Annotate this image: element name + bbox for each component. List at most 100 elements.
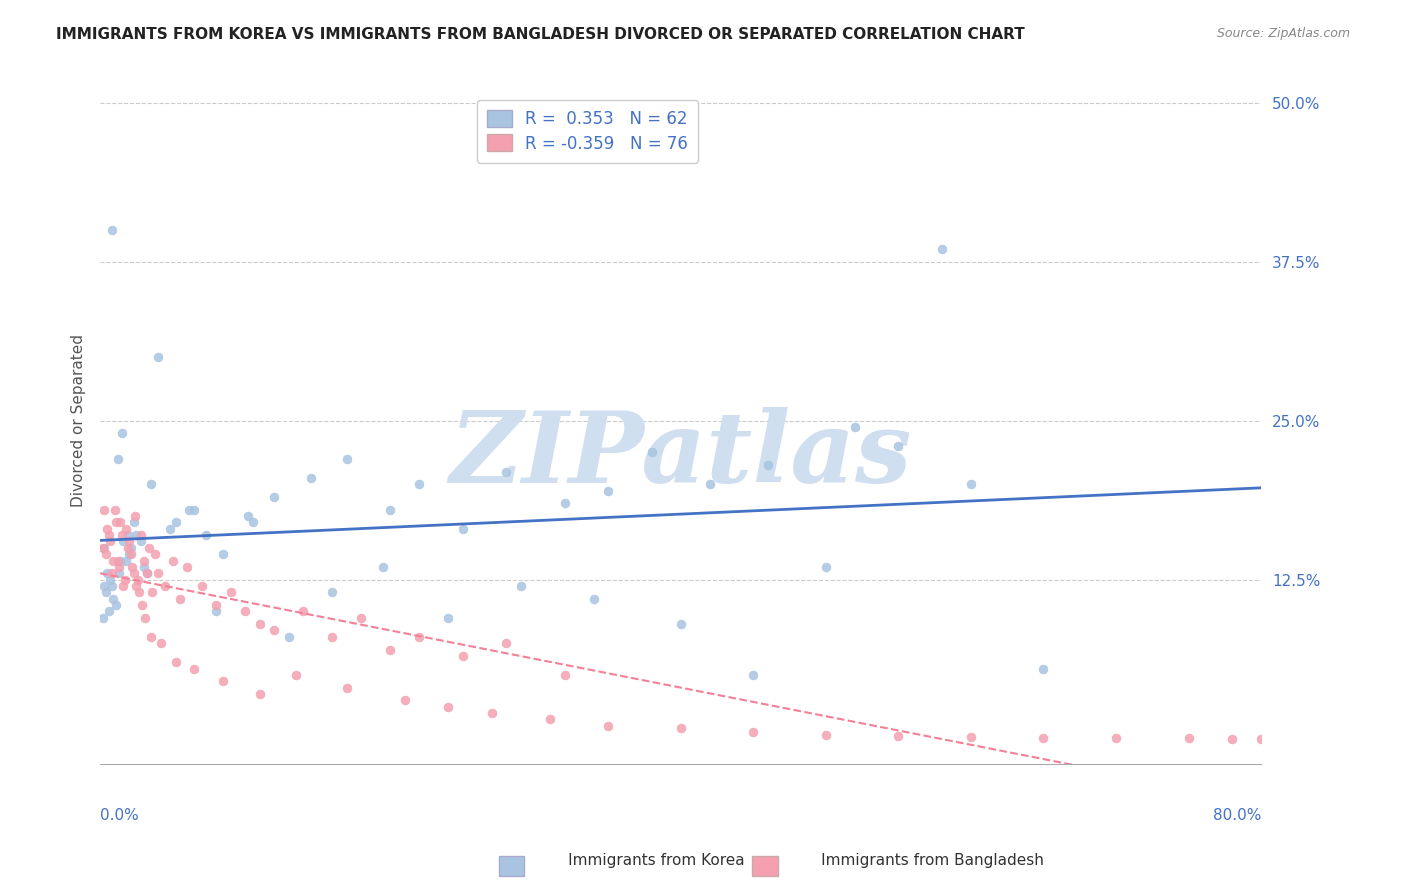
Point bbox=[299, 471, 322, 485]
Point bbox=[321, 630, 343, 644]
Point bbox=[118, 534, 141, 549]
Point bbox=[125, 528, 148, 542]
Point bbox=[93, 541, 115, 555]
Point bbox=[127, 573, 149, 587]
Point bbox=[134, 611, 156, 625]
Point bbox=[103, 553, 125, 567]
Point bbox=[148, 566, 170, 581]
Point bbox=[263, 490, 285, 504]
Point bbox=[451, 648, 474, 663]
Point bbox=[177, 502, 200, 516]
Point bbox=[139, 630, 162, 644]
Point bbox=[94, 585, 117, 599]
Point bbox=[554, 496, 576, 510]
Point bbox=[125, 579, 148, 593]
Point bbox=[132, 553, 155, 567]
Text: Immigrants from Bangladesh: Immigrants from Bangladesh bbox=[787, 854, 1045, 868]
Point bbox=[1220, 731, 1243, 746]
Point bbox=[97, 604, 120, 618]
Point bbox=[277, 630, 299, 644]
Point bbox=[93, 579, 115, 593]
Point bbox=[495, 636, 517, 650]
Point bbox=[129, 534, 152, 549]
Point bbox=[108, 566, 131, 581]
Point bbox=[124, 509, 146, 524]
Point bbox=[128, 585, 150, 599]
Point bbox=[96, 566, 118, 581]
Point bbox=[437, 699, 460, 714]
Point bbox=[159, 522, 181, 536]
Point bbox=[756, 458, 779, 473]
Point bbox=[100, 579, 122, 593]
Point bbox=[169, 591, 191, 606]
Point bbox=[104, 502, 127, 516]
Point bbox=[120, 541, 142, 555]
Text: IMMIGRANTS FROM KOREA VS IMMIGRANTS FROM BANGLADESH DIVORCED OR SEPARATED CORREL: IMMIGRANTS FROM KOREA VS IMMIGRANTS FROM… bbox=[56, 27, 1025, 42]
Point bbox=[640, 445, 662, 459]
Point bbox=[150, 636, 173, 650]
Point bbox=[887, 729, 910, 743]
Point bbox=[121, 560, 143, 574]
Point bbox=[107, 553, 129, 567]
Point bbox=[129, 528, 152, 542]
Point bbox=[138, 541, 160, 555]
Point bbox=[212, 547, 235, 561]
Point bbox=[380, 502, 402, 516]
Point bbox=[112, 534, 135, 549]
Point bbox=[135, 566, 157, 581]
Point bbox=[93, 502, 115, 516]
Point bbox=[242, 516, 264, 530]
Point bbox=[1032, 662, 1054, 676]
Text: ZIPatlas: ZIPatlas bbox=[450, 407, 912, 503]
Point bbox=[117, 528, 139, 542]
Point bbox=[437, 611, 460, 625]
Text: 0.0%: 0.0% bbox=[100, 808, 139, 823]
Point bbox=[336, 451, 359, 466]
Point bbox=[139, 477, 162, 491]
Point bbox=[1250, 731, 1272, 746]
Point bbox=[111, 528, 134, 542]
Point bbox=[112, 579, 135, 593]
Point bbox=[582, 591, 605, 606]
Point bbox=[481, 706, 503, 720]
Point bbox=[94, 547, 117, 561]
Point bbox=[336, 681, 359, 695]
Point bbox=[669, 722, 692, 736]
Point bbox=[814, 560, 837, 574]
Point bbox=[887, 439, 910, 453]
Point bbox=[596, 483, 619, 498]
Point bbox=[742, 668, 765, 682]
Point bbox=[510, 579, 533, 593]
Point bbox=[148, 350, 170, 364]
Point bbox=[105, 598, 128, 612]
Point bbox=[263, 624, 285, 638]
Text: Source: ZipAtlas.com: Source: ZipAtlas.com bbox=[1216, 27, 1350, 40]
Point bbox=[91, 611, 114, 625]
Point bbox=[91, 541, 114, 555]
Legend: R =  0.353   N = 62, R = -0.359   N = 76: R = 0.353 N = 62, R = -0.359 N = 76 bbox=[477, 100, 699, 162]
Point bbox=[249, 617, 271, 632]
Point bbox=[165, 516, 187, 530]
Point bbox=[495, 465, 517, 479]
Point bbox=[292, 604, 315, 618]
Point bbox=[143, 547, 166, 561]
Point bbox=[117, 541, 139, 555]
Point bbox=[669, 617, 692, 632]
Point bbox=[538, 713, 561, 727]
Point bbox=[205, 604, 228, 618]
Point bbox=[100, 223, 122, 237]
Point bbox=[1105, 731, 1128, 746]
Point bbox=[814, 728, 837, 742]
Point bbox=[249, 687, 271, 701]
Point bbox=[98, 534, 121, 549]
Point bbox=[155, 579, 177, 593]
Point bbox=[219, 585, 242, 599]
Point bbox=[120, 547, 142, 561]
Point bbox=[742, 725, 765, 739]
Point bbox=[115, 553, 138, 567]
Point bbox=[176, 560, 198, 574]
Y-axis label: Divorced or Separated: Divorced or Separated bbox=[72, 334, 86, 508]
Point bbox=[236, 509, 259, 524]
Text: 80.0%: 80.0% bbox=[1213, 808, 1261, 823]
Point bbox=[596, 719, 619, 733]
